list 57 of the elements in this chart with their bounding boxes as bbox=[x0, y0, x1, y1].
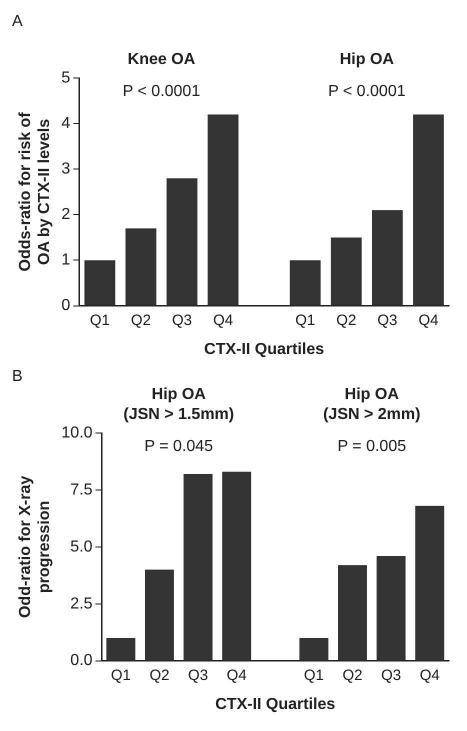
x-tick-label: Q3 bbox=[172, 312, 192, 329]
annotation: P < 0.0001 bbox=[328, 83, 406, 100]
text: A bbox=[12, 13, 23, 30]
y-tick-label: 0.0 bbox=[70, 652, 93, 670]
text: B bbox=[12, 368, 23, 385]
bar bbox=[166, 178, 198, 306]
x-tick-label: Q4 bbox=[226, 666, 247, 684]
x-tick-label: Q4 bbox=[418, 312, 438, 329]
y-tick-label: 10.0 bbox=[61, 424, 93, 442]
x-tick-label: Q2 bbox=[130, 312, 151, 329]
x-tick-label: Q2 bbox=[336, 312, 356, 329]
y-tick-label: 7.5 bbox=[70, 481, 93, 498]
x-tick-label: Q1 bbox=[110, 666, 131, 684]
y-axis-title: Odd-ratio for X-ray progression bbox=[17, 476, 54, 618]
y-tick-label: 5.0 bbox=[70, 538, 93, 556]
bar bbox=[376, 556, 406, 660]
x-tick-label: Q3 bbox=[188, 666, 208, 684]
bar bbox=[413, 114, 444, 306]
bar bbox=[415, 506, 444, 660]
y-axis-title: Odds-ratio for risk of OA by CTX-II levels bbox=[17, 112, 54, 272]
bar bbox=[208, 114, 238, 306]
x-tick-label: Q2 bbox=[149, 666, 170, 684]
text: Knee OA bbox=[128, 51, 196, 68]
bar bbox=[372, 210, 403, 306]
y-tick-label: 4 bbox=[61, 114, 70, 132]
x-tick-label: Q3 bbox=[377, 312, 398, 329]
y-tick-label: 1 bbox=[61, 252, 70, 269]
text: Hip OA (JSN > 1.5mm) bbox=[123, 386, 234, 423]
annotation: P < 0.0001 bbox=[122, 83, 200, 100]
x-tick-label: Q4 bbox=[213, 312, 234, 329]
bar bbox=[299, 638, 328, 660]
x-tick-label: Q1 bbox=[90, 312, 110, 329]
y-tick-label: 2 bbox=[61, 206, 70, 224]
x-tick-label: Q3 bbox=[381, 666, 402, 684]
bar bbox=[184, 474, 213, 660]
y-tick-label: 3 bbox=[61, 160, 70, 178]
bar bbox=[106, 638, 136, 660]
x-tick-label: Q2 bbox=[342, 666, 362, 684]
bar bbox=[144, 570, 174, 660]
x-tick-label: Q4 bbox=[420, 666, 440, 684]
bar bbox=[222, 472, 252, 660]
text: Hip OA bbox=[340, 51, 394, 68]
bar bbox=[126, 228, 156, 306]
x-tick-label: Q1 bbox=[295, 312, 316, 329]
annotation: P = 0.005 bbox=[337, 438, 406, 455]
annotation: P = 0.045 bbox=[144, 438, 214, 455]
x-tick-label: Q1 bbox=[304, 666, 324, 684]
bar bbox=[338, 565, 367, 660]
x-axis-title: CTX-II Quartiles bbox=[215, 696, 336, 713]
y-tick-label: 2.5 bbox=[70, 595, 93, 612]
bar bbox=[330, 237, 362, 306]
y-tick-label: 5 bbox=[61, 69, 70, 86]
x-axis-title: CTX-II Quartiles bbox=[204, 340, 324, 358]
bar bbox=[290, 260, 321, 306]
y-tick-label: 0 bbox=[61, 297, 70, 314]
text: Hip OA (JSN > 2mm) bbox=[323, 386, 420, 423]
bar bbox=[84, 260, 116, 306]
